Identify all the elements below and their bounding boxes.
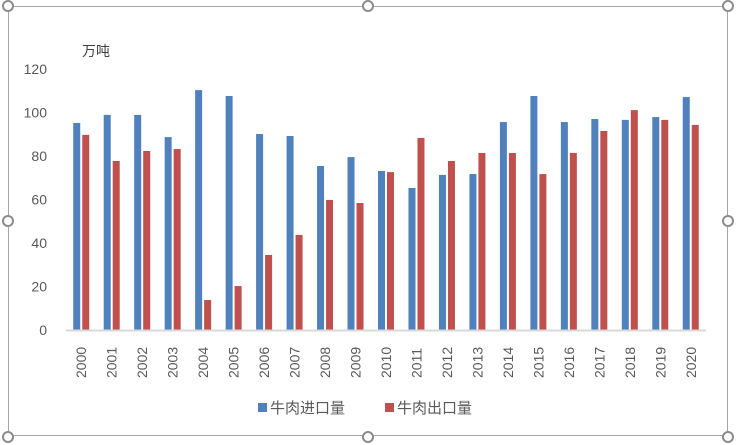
x-tick-label: 2017 bbox=[591, 347, 607, 378]
bar-import-2002 bbox=[134, 114, 142, 330]
y-tick-label: 80 bbox=[31, 148, 47, 164]
resize-handle[interactable] bbox=[722, 215, 734, 227]
legend-label: 牛肉出口量 bbox=[397, 400, 472, 417]
bar-export-2012 bbox=[447, 161, 455, 330]
y-tick-label: 120 bbox=[24, 61, 48, 77]
bar-export-2009 bbox=[356, 202, 364, 330]
bar-export-2000 bbox=[82, 134, 90, 330]
bar-export-2013 bbox=[478, 152, 486, 330]
bar-export-2005 bbox=[234, 286, 242, 330]
x-tick-label: 2012 bbox=[439, 347, 455, 378]
bar-export-2008 bbox=[326, 199, 334, 330]
y-tick-label: 20 bbox=[31, 279, 47, 295]
bar-export-2014 bbox=[508, 152, 516, 330]
y-tick-label: 100 bbox=[24, 105, 48, 121]
x-tick-label: 2003 bbox=[165, 347, 181, 378]
bar-import-2011 bbox=[408, 187, 416, 330]
bar-import-2010 bbox=[378, 171, 385, 330]
x-tick-label: 2002 bbox=[134, 347, 150, 378]
bar-import-2001 bbox=[103, 114, 111, 330]
bar-import-2007 bbox=[286, 135, 294, 330]
bar-import-2006 bbox=[256, 134, 264, 330]
bar-export-2018 bbox=[630, 110, 638, 330]
resize-handle[interactable] bbox=[362, 0, 374, 12]
bar-export-2017 bbox=[600, 130, 608, 330]
resize-handle[interactable] bbox=[722, 0, 734, 12]
y-axis-unit: 万吨 bbox=[82, 43, 110, 59]
x-tick-label: 2016 bbox=[561, 347, 577, 378]
bar-export-2003 bbox=[173, 149, 181, 330]
bar-import-2012 bbox=[438, 174, 446, 330]
legend-label: 牛肉进口量 bbox=[270, 400, 345, 417]
x-tick-label: 2001 bbox=[104, 347, 120, 378]
bar-export-2002 bbox=[143, 150, 151, 330]
bar-export-2016 bbox=[569, 152, 577, 330]
bar-import-2014 bbox=[499, 122, 507, 330]
x-tick-label: 2006 bbox=[256, 347, 272, 378]
resize-handle[interactable] bbox=[362, 431, 374, 443]
y-tick-label: 40 bbox=[31, 235, 47, 251]
bar-import-2016 bbox=[560, 122, 568, 330]
x-tick-label: 2011 bbox=[408, 348, 424, 378]
bar-export-2010 bbox=[387, 172, 394, 330]
bar-import-2019 bbox=[652, 117, 660, 330]
x-tick-label: 2019 bbox=[652, 347, 668, 378]
bar-export-2006 bbox=[265, 254, 273, 330]
bar-export-2020 bbox=[691, 124, 699, 331]
bar-export-2011 bbox=[417, 137, 425, 330]
legend-swatch bbox=[258, 403, 267, 412]
x-tick-label: 2009 bbox=[348, 347, 364, 378]
x-tick-label: 2008 bbox=[317, 347, 333, 378]
y-tick-label: 60 bbox=[31, 192, 47, 208]
resize-handle[interactable] bbox=[722, 431, 734, 443]
x-tick-label: 2014 bbox=[500, 347, 516, 378]
bar-export-2015 bbox=[539, 174, 547, 330]
x-tick-label: 2000 bbox=[73, 347, 89, 378]
bar-import-2015 bbox=[530, 95, 538, 330]
bar-import-2013 bbox=[469, 174, 477, 330]
resize-handle[interactable] bbox=[2, 0, 14, 12]
bar-export-2004 bbox=[204, 299, 212, 330]
bar-import-2000 bbox=[73, 122, 81, 330]
resize-handle[interactable] bbox=[2, 431, 14, 443]
bar-import-2008 bbox=[317, 166, 325, 330]
x-tick-label: 2005 bbox=[226, 347, 242, 378]
legend-swatch bbox=[385, 403, 394, 412]
bar-import-2017 bbox=[591, 119, 599, 331]
x-tick-label: 2020 bbox=[683, 347, 699, 378]
x-tick-label: 2010 bbox=[378, 347, 394, 378]
bar-import-2009 bbox=[347, 157, 355, 330]
bar-export-2007 bbox=[295, 234, 303, 330]
x-tick-label: 2018 bbox=[622, 347, 638, 378]
bar-import-2020 bbox=[682, 97, 690, 331]
y-tick-label: 0 bbox=[39, 322, 47, 338]
bar-import-2004 bbox=[195, 90, 203, 330]
x-tick-label: 2007 bbox=[287, 347, 303, 378]
bar-export-2001 bbox=[112, 161, 120, 330]
x-tick-label: 2004 bbox=[195, 347, 211, 378]
x-tick-label: 2013 bbox=[469, 347, 485, 378]
x-tick-label: 2015 bbox=[530, 347, 546, 378]
bar-import-2005 bbox=[225, 95, 233, 330]
bar-export-2019 bbox=[661, 119, 669, 331]
bar-import-2003 bbox=[164, 137, 172, 330]
resize-handle[interactable] bbox=[2, 215, 14, 227]
bar-import-2018 bbox=[621, 119, 629, 331]
